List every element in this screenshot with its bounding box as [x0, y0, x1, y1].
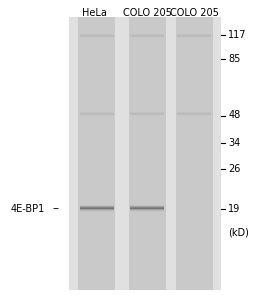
Bar — [177, 112, 211, 113]
Text: 26: 26 — [228, 164, 241, 175]
Bar — [80, 37, 114, 38]
Bar — [177, 115, 211, 116]
Text: --: -- — [53, 203, 60, 214]
Bar — [80, 115, 114, 116]
Bar — [78, 16, 115, 290]
Bar — [80, 210, 114, 211]
Bar — [130, 115, 164, 116]
Text: COLO 205: COLO 205 — [123, 8, 172, 17]
Bar — [176, 16, 213, 290]
Bar — [80, 211, 114, 212]
Bar — [177, 114, 211, 115]
Text: 4E-BP1: 4E-BP1 — [10, 203, 45, 214]
Bar — [130, 210, 164, 211]
Bar — [80, 35, 114, 36]
Bar — [177, 113, 211, 114]
Bar — [80, 205, 114, 206]
Bar — [80, 112, 114, 113]
Text: 85: 85 — [228, 53, 241, 64]
Text: 19: 19 — [228, 203, 241, 214]
Bar — [177, 35, 211, 36]
Text: 34: 34 — [228, 137, 241, 148]
Text: COLO 205: COLO 205 — [170, 8, 219, 17]
Bar — [80, 114, 114, 115]
Bar — [130, 35, 164, 36]
Bar — [130, 112, 164, 113]
Bar — [130, 113, 164, 114]
Bar — [130, 211, 164, 212]
Bar — [177, 36, 211, 37]
Text: 48: 48 — [228, 110, 241, 121]
Bar — [130, 36, 164, 37]
Bar — [130, 34, 164, 35]
Bar — [130, 208, 164, 209]
Bar — [130, 114, 164, 115]
Bar — [80, 113, 114, 114]
Bar — [80, 207, 114, 208]
Bar — [130, 209, 164, 210]
Bar — [80, 206, 114, 207]
Bar — [130, 206, 164, 207]
Bar — [130, 207, 164, 208]
Bar — [69, 16, 221, 290]
Bar — [130, 205, 164, 206]
Bar — [80, 34, 114, 35]
Bar — [80, 208, 114, 209]
Bar — [80, 209, 114, 210]
Text: (kD): (kD) — [228, 227, 249, 238]
Bar — [130, 37, 164, 38]
Bar — [177, 37, 211, 38]
Bar — [129, 16, 166, 290]
Text: 117: 117 — [228, 30, 247, 40]
Text: HeLa: HeLa — [81, 8, 106, 17]
Bar — [80, 36, 114, 37]
Bar — [177, 34, 211, 35]
